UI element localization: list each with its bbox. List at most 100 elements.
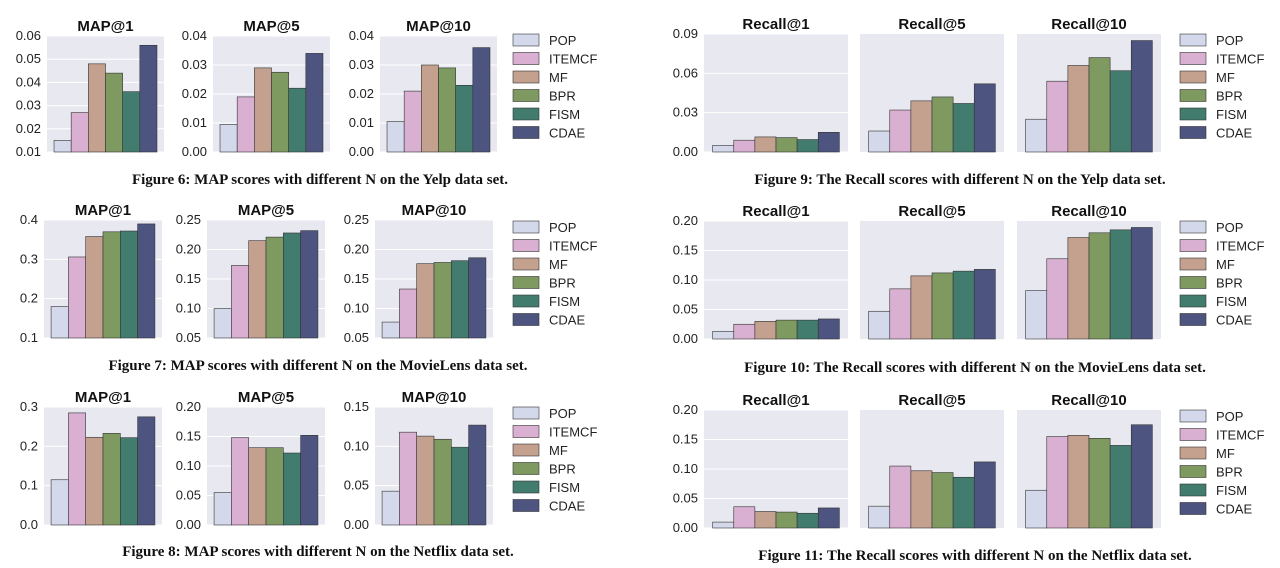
bar-fism xyxy=(120,437,138,526)
legend-label: FISM xyxy=(549,294,580,309)
legend-swatch xyxy=(1179,33,1207,47)
bar-pop xyxy=(381,321,400,339)
y-tick-label: 0.2 xyxy=(20,438,38,453)
panel-title: Recall@1 xyxy=(742,392,809,409)
bar-bpr xyxy=(775,511,798,529)
legend-label: BPR xyxy=(1216,465,1243,480)
bar-pop xyxy=(381,490,400,526)
bar-fism xyxy=(1109,229,1132,340)
bar-mf xyxy=(254,67,272,153)
legend-swatch xyxy=(512,33,540,47)
bar-fism xyxy=(120,230,138,339)
y-tick-label: 0.20 xyxy=(176,399,201,414)
legend-swatch xyxy=(1179,465,1207,478)
bar-fism xyxy=(952,476,975,529)
y-tick-label: 0.05 xyxy=(16,51,41,66)
legend-swatch xyxy=(1179,52,1207,65)
bar-itemcf xyxy=(1046,436,1069,529)
bar-mf xyxy=(421,64,439,153)
bar-cdae xyxy=(468,257,487,339)
legend-swatch xyxy=(512,257,540,271)
bar-cdae xyxy=(817,318,840,340)
legend-swatch xyxy=(512,406,540,420)
legend-swatch xyxy=(512,239,540,252)
y-tick-label: 0.01 xyxy=(349,115,374,130)
bar-pop xyxy=(712,521,735,529)
figure-caption: Figure 8: MAP scores with different N on… xyxy=(122,544,514,560)
bar-mf xyxy=(1067,65,1090,153)
bar-cdae xyxy=(305,53,324,153)
y-tick-label: 0.00 xyxy=(349,144,374,159)
y-tick-label: 0.20 xyxy=(176,242,201,257)
bar-cdae xyxy=(137,416,156,526)
y-tick-label: 0.10 xyxy=(344,438,369,453)
bar-pop xyxy=(213,308,232,339)
bar-mf xyxy=(910,275,933,340)
panel-title: MAP@5 xyxy=(238,202,294,219)
bar-itemcf xyxy=(889,465,912,529)
bar-fism xyxy=(1109,70,1132,153)
legend-swatch xyxy=(512,126,540,139)
y-tick-label: 0.25 xyxy=(344,212,369,227)
bar-cdae xyxy=(139,44,158,153)
y-tick-label: 0.00 xyxy=(673,520,698,535)
bar-pop xyxy=(219,124,238,153)
bar-pop xyxy=(868,130,891,153)
bar-itemcf xyxy=(399,288,417,339)
y-tick-label: 0.02 xyxy=(16,121,41,136)
bar-bpr xyxy=(105,72,123,153)
bar-itemcf xyxy=(231,437,249,526)
legend-label: FISM xyxy=(1216,294,1247,309)
legend-swatch xyxy=(1179,70,1207,84)
y-tick-label: 0.15 xyxy=(344,271,369,286)
panel-title: MAP@10 xyxy=(402,389,467,406)
bar-mf xyxy=(248,240,267,339)
bar-cdae xyxy=(973,83,996,153)
panel-title: Recall@5 xyxy=(898,392,965,409)
bar-mf xyxy=(88,63,106,153)
panel-title: Recall@10 xyxy=(1051,16,1127,33)
y-tick-label: 0.10 xyxy=(673,272,698,287)
bar-fism xyxy=(952,270,975,340)
legend-swatch xyxy=(1179,276,1207,289)
bar-itemcf xyxy=(403,90,422,153)
bar-pop xyxy=(712,331,735,340)
y-tick-label: 0.15 xyxy=(176,429,201,444)
bar-cdae xyxy=(137,223,156,339)
panel-title: MAP@1 xyxy=(75,202,131,219)
legend-label: CDAE xyxy=(1216,126,1252,141)
legend-swatch xyxy=(512,499,540,512)
bar-bpr xyxy=(931,96,954,153)
y-tick-label: 0.0 xyxy=(20,517,38,532)
y-tick-label: 0.00 xyxy=(176,517,201,532)
bar-itemcf xyxy=(889,288,912,340)
bar-cdae xyxy=(300,435,319,526)
legend-swatch xyxy=(1179,107,1207,121)
legend-swatch xyxy=(512,425,540,438)
bar-mf xyxy=(754,511,777,529)
bar-bpr xyxy=(1088,438,1111,529)
bar-cdae xyxy=(1130,40,1153,153)
bar-cdae xyxy=(973,461,996,529)
legend-swatch xyxy=(512,276,540,289)
legend-swatch xyxy=(512,462,540,475)
bar-mf xyxy=(248,447,267,526)
bar-cdae xyxy=(472,47,491,153)
bar-bpr xyxy=(1088,57,1111,153)
legend-label: MF xyxy=(1216,70,1235,85)
bar-pop xyxy=(1025,489,1048,529)
bar-cdae xyxy=(468,424,487,526)
bar-itemcf xyxy=(733,139,756,153)
panel-title: Recall@1 xyxy=(742,203,809,220)
y-tick-label: 0.05 xyxy=(344,330,369,345)
legend-label: POP xyxy=(1216,33,1243,48)
y-tick-label: 0.10 xyxy=(673,461,698,476)
bar-pop xyxy=(213,492,232,526)
y-tick-label: 0.00 xyxy=(344,517,369,532)
legend-swatch xyxy=(1179,428,1207,441)
legend-swatch xyxy=(1179,294,1207,308)
panel-title: MAP@10 xyxy=(402,202,467,219)
bar-mf xyxy=(910,100,933,153)
bar-pop xyxy=(1025,290,1048,340)
legend-label: BPR xyxy=(1216,276,1243,291)
